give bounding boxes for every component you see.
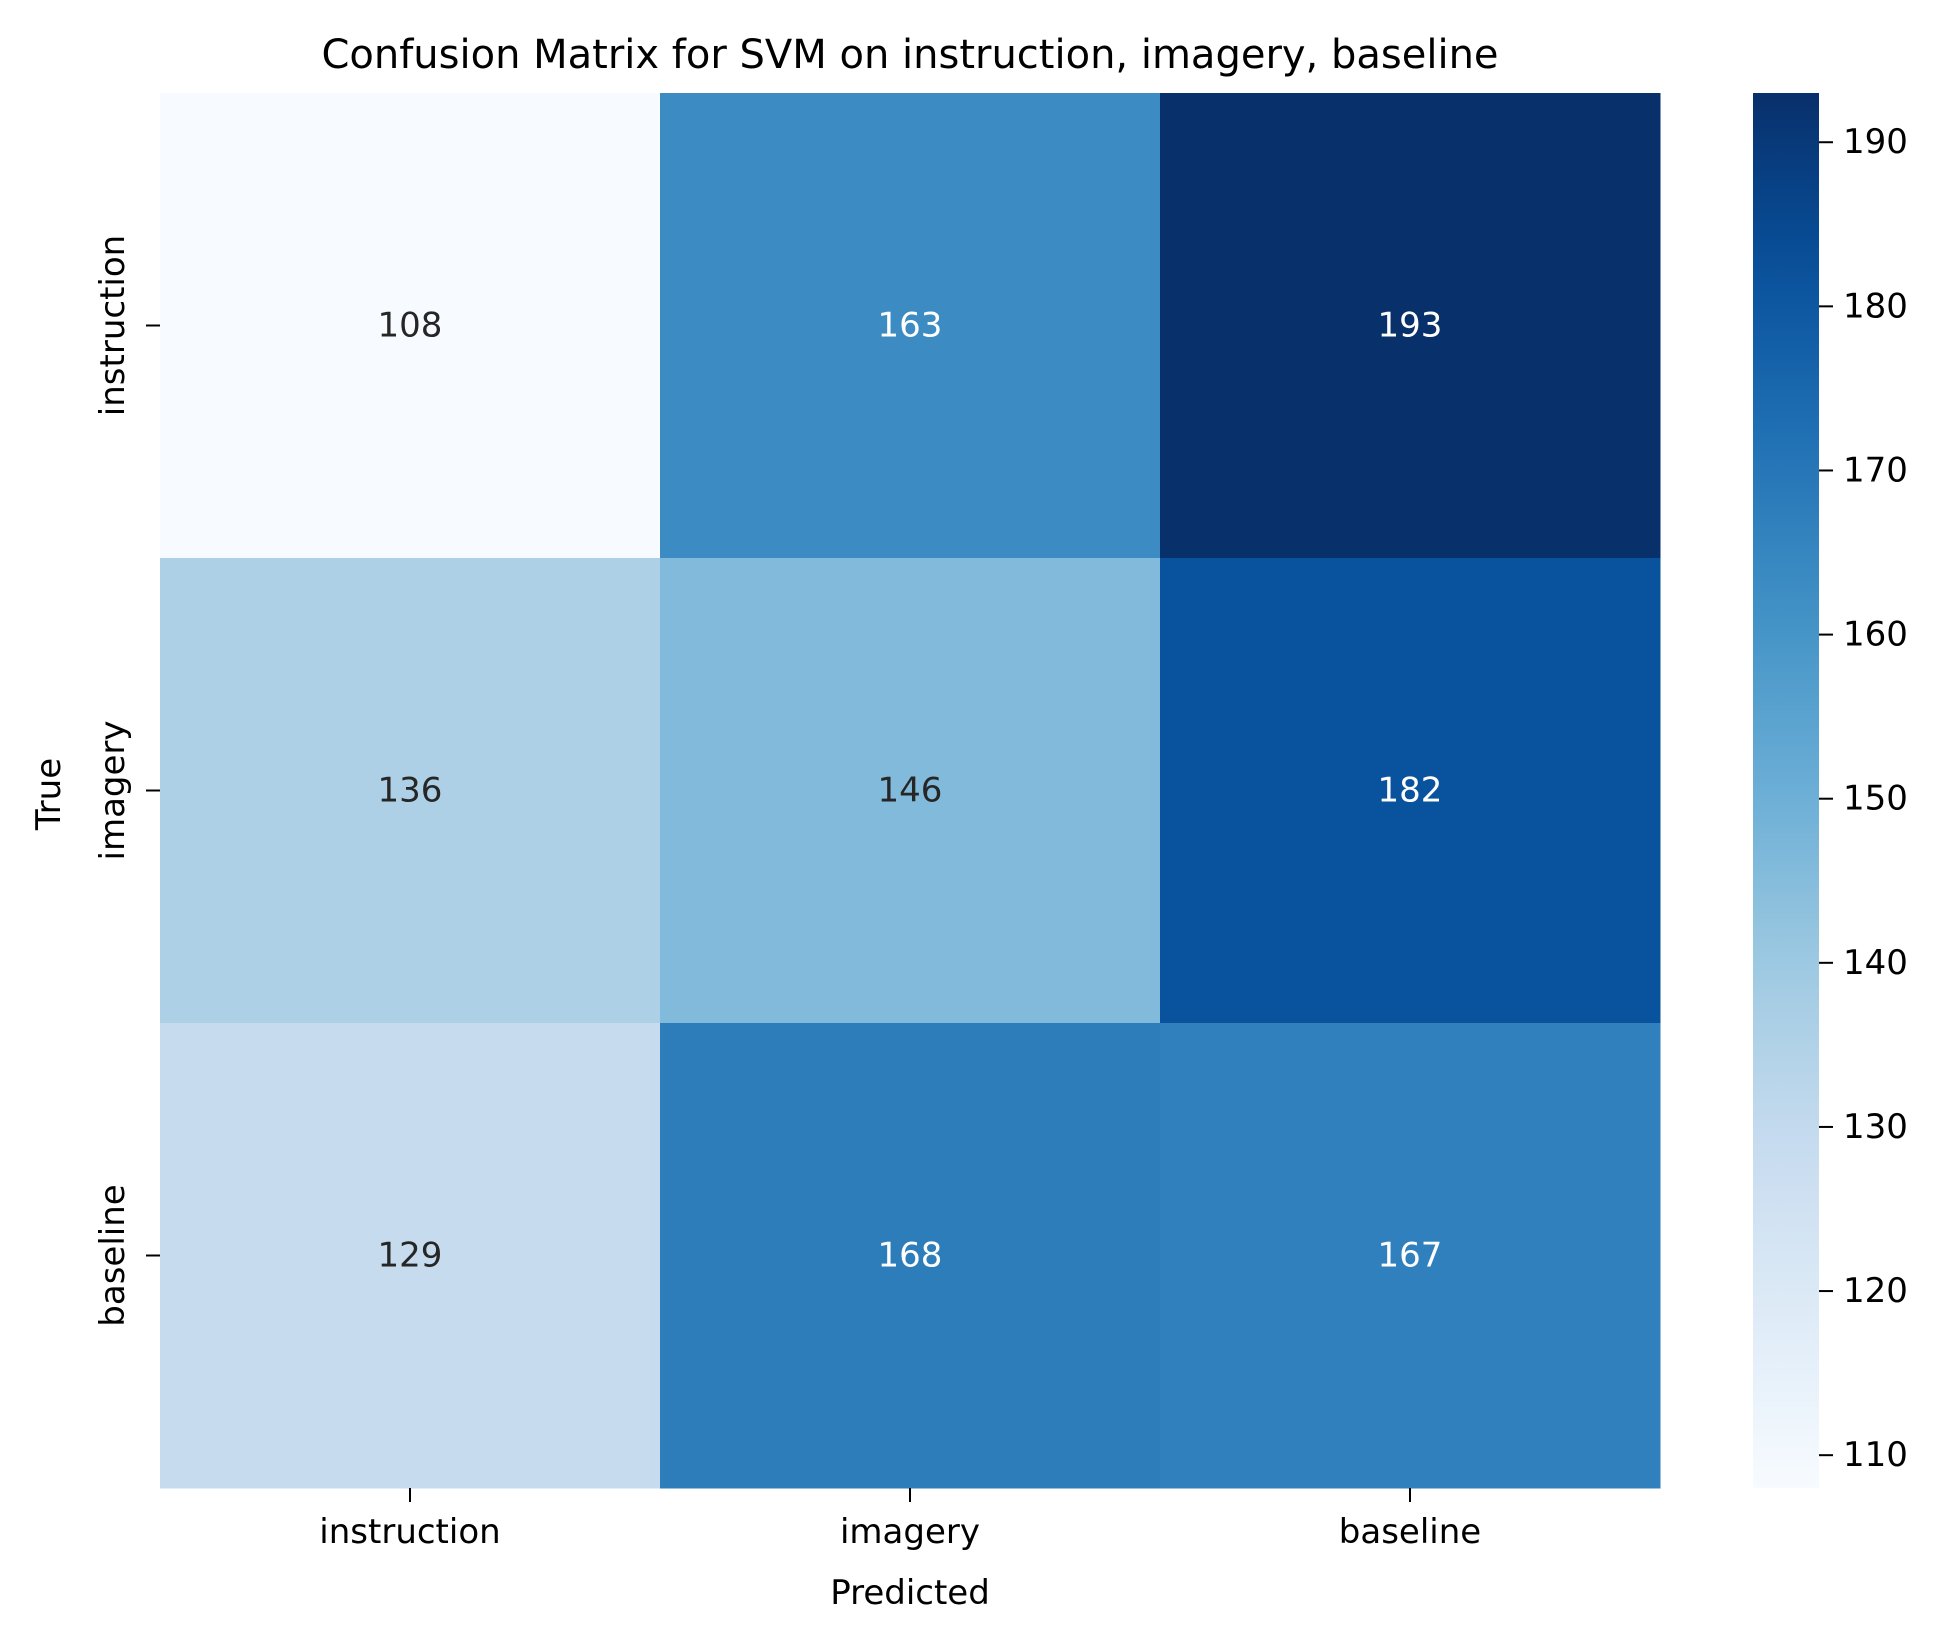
x-axis: instruction imagery baseline xyxy=(319,1488,1481,1552)
colorbar-tick-label-5: 160 xyxy=(1843,615,1908,655)
heatmap-cells xyxy=(160,93,1661,1489)
cell-value-1-0: 136 xyxy=(378,771,443,811)
x-tick-label-1: imagery xyxy=(840,1512,980,1552)
x-axis-label: Predicted xyxy=(830,1573,990,1613)
colorbar-gradient xyxy=(1753,93,1819,1488)
cell-2-0 xyxy=(160,1023,661,1489)
colorbar-tick-label-1: 120 xyxy=(1843,1271,1908,1311)
colorbar-tick-label-2: 130 xyxy=(1843,1107,1908,1147)
cell-value-2-2: 167 xyxy=(1378,1236,1443,1276)
colorbar-tick-label-7: 180 xyxy=(1843,286,1908,326)
cell-value-2-0: 129 xyxy=(378,1236,443,1276)
cell-value-0-1: 163 xyxy=(878,306,943,346)
colorbar: 110 120 130 140 150 160 170 180 190 xyxy=(1753,93,1908,1488)
y-axis: instruction imagery baseline xyxy=(93,235,160,1327)
chart-title: Confusion Matrix for SVM on instruction,… xyxy=(321,32,1498,78)
colorbar-tick-label-8: 190 xyxy=(1843,122,1908,162)
cell-annotations: 108 163 193 136 146 182 129 168 167 xyxy=(378,306,1443,1276)
cell-value-2-1: 168 xyxy=(878,1236,943,1276)
cell-value-0-0: 108 xyxy=(378,306,443,346)
colorbar-tick-label-3: 140 xyxy=(1843,943,1908,983)
cell-0-2 xyxy=(1160,93,1661,559)
cell-0-1 xyxy=(660,93,1161,559)
cell-value-1-2: 182 xyxy=(1378,771,1443,811)
y-tick-label-1: imagery xyxy=(93,720,133,860)
cell-value-1-1: 146 xyxy=(878,771,943,811)
colorbar-tick-label-6: 170 xyxy=(1843,450,1908,490)
colorbar-tick-label-0: 110 xyxy=(1843,1435,1908,1475)
y-axis-label: True xyxy=(29,758,69,831)
y-tick-label-0: instruction xyxy=(93,235,133,416)
cell-0-0 xyxy=(160,93,661,559)
cell-2-1 xyxy=(660,1023,1161,1489)
cell-1-1 xyxy=(660,558,1161,1024)
cell-1-0 xyxy=(160,558,661,1024)
y-tick-label-2: baseline xyxy=(93,1184,133,1326)
cell-value-0-2: 193 xyxy=(1378,306,1443,346)
x-tick-label-2: baseline xyxy=(1339,1512,1481,1552)
cell-1-2 xyxy=(1160,558,1661,1024)
x-tick-label-0: instruction xyxy=(319,1512,500,1552)
colorbar-tick-label-4: 150 xyxy=(1843,779,1908,819)
cell-2-2 xyxy=(1160,1023,1661,1489)
